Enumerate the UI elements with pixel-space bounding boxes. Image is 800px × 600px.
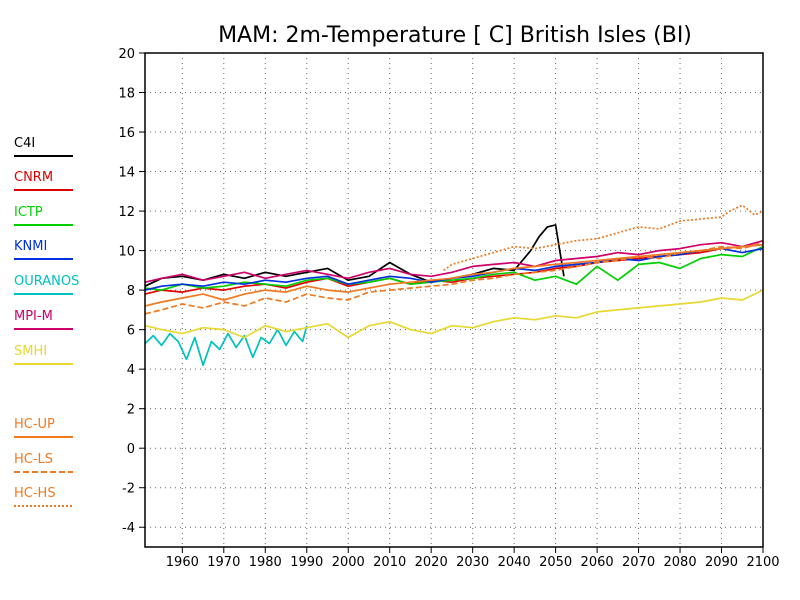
y-tick-label: 4 (127, 363, 135, 378)
series-line-ouranos (144, 325, 308, 367)
series-line-mpi-m (144, 239, 764, 284)
y-tick-label: 2 (127, 403, 135, 418)
x-tick-label: 2040 (498, 555, 531, 570)
legend-label: CNRM (14, 170, 53, 185)
x-axis: 1960 1970 1980 1990 2000 2010 2020 2030 2040 2050… (166, 547, 780, 570)
series-line-hc-ls (144, 241, 764, 315)
y-tick-label: 6 (127, 324, 135, 339)
x-tick-label: 2080 (664, 555, 697, 570)
legend-label: OURANOS (14, 274, 79, 289)
x-tick-label: 1990 (290, 555, 323, 570)
series-line-hc-up (144, 243, 764, 307)
y-tick-label: -2 (122, 482, 135, 497)
legend-label: MPI-M (14, 309, 53, 324)
x-tick-label: 2070 (622, 555, 655, 570)
x-tick-label: 1960 (166, 555, 199, 570)
y-axis: -4 -2 0 2 4 6 8 10 12 14 16 18 20 (118, 47, 145, 536)
y-tick-label: -4 (122, 521, 135, 536)
x-tick-label: 2090 (705, 555, 738, 570)
x-tick-label: 2050 (539, 555, 572, 570)
x-tick-label: 2030 (456, 555, 489, 570)
y-tick-label: 18 (118, 87, 135, 102)
x-tick-label: 2000 (332, 555, 365, 570)
y-tick-label: 12 (118, 205, 135, 220)
legend-label: KNMI (14, 239, 47, 254)
plot-frame (144, 52, 764, 548)
series-line-ictp (144, 245, 764, 291)
legend-label: HC-HS (14, 486, 56, 501)
legend-label: HC-UP (14, 417, 55, 432)
legend-label: SMHI (14, 344, 47, 359)
legend-label: ICTP (14, 205, 43, 220)
series-line-hc-hs (443, 204, 764, 272)
x-tick-label: 1980 (249, 555, 282, 570)
y-tick-label: 20 (118, 47, 135, 62)
y-tick-label: 8 (127, 284, 135, 299)
y-tick-label: 10 (118, 245, 135, 260)
series-line-cnrm (144, 243, 764, 295)
legend: C4I CNRM ICTP KNMI OURANOS MPI-M SMHI HC-UP HC-L… (14, 136, 79, 507)
series-line-smhi (144, 289, 764, 339)
legend-label: HC-LS (14, 452, 53, 467)
chart-title: MAM: 2m-Temperature [ C] British Isles (… (218, 23, 692, 48)
grid (145, 52, 764, 547)
y-tick-label: 14 (118, 166, 135, 181)
legend-label: C4I (14, 136, 35, 151)
x-tick-label: 2060 (581, 555, 614, 570)
y-tick-label: 0 (127, 442, 135, 457)
x-tick-label: 1970 (207, 555, 240, 570)
series-lines (144, 204, 764, 367)
x-tick-label: 2010 (373, 555, 406, 570)
y-tick-label: 16 (118, 126, 135, 141)
x-tick-label: 2020 (415, 555, 448, 570)
x-tick-label: 2100 (746, 555, 779, 570)
